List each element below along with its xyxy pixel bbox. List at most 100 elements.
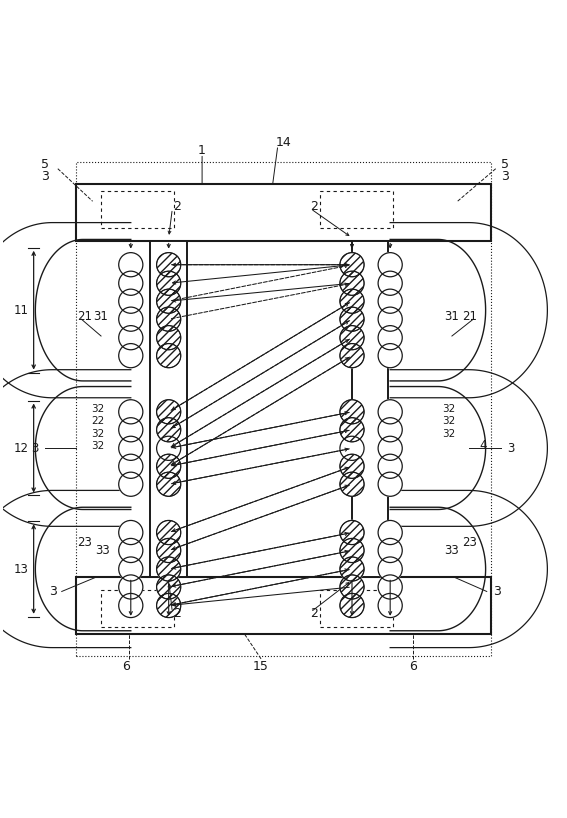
Text: 32: 32 <box>92 441 105 451</box>
Circle shape <box>156 575 181 599</box>
Circle shape <box>378 436 402 461</box>
Circle shape <box>119 418 143 442</box>
Circle shape <box>119 289 143 313</box>
Text: 15: 15 <box>253 659 269 672</box>
Circle shape <box>378 418 402 442</box>
Circle shape <box>119 472 143 497</box>
Circle shape <box>119 271 143 295</box>
Circle shape <box>119 307 143 331</box>
Text: 32: 32 <box>92 429 105 438</box>
Circle shape <box>156 418 181 442</box>
Text: 22: 22 <box>92 416 105 426</box>
Text: 23: 23 <box>463 536 477 549</box>
Text: 13: 13 <box>14 563 29 576</box>
Circle shape <box>156 454 181 479</box>
Circle shape <box>340 326 364 350</box>
Bar <box>76 162 491 656</box>
Circle shape <box>156 557 181 581</box>
Circle shape <box>378 344 402 368</box>
Circle shape <box>119 454 143 479</box>
Text: 3: 3 <box>501 169 509 182</box>
Text: 2: 2 <box>311 200 318 213</box>
Circle shape <box>119 575 143 599</box>
Circle shape <box>119 557 143 581</box>
Circle shape <box>340 271 364 295</box>
Circle shape <box>378 400 402 424</box>
Text: 33: 33 <box>445 544 459 557</box>
Circle shape <box>156 326 181 350</box>
Circle shape <box>119 326 143 350</box>
Circle shape <box>378 575 402 599</box>
Circle shape <box>340 575 364 599</box>
Text: 11: 11 <box>14 303 29 317</box>
Text: 14: 14 <box>276 136 291 149</box>
Circle shape <box>340 538 364 563</box>
Text: 32: 32 <box>92 404 105 414</box>
Circle shape <box>340 253 364 276</box>
Text: 21: 21 <box>463 310 477 323</box>
Circle shape <box>378 520 402 545</box>
Circle shape <box>156 538 181 563</box>
Circle shape <box>119 538 143 563</box>
Text: 1: 1 <box>198 144 206 157</box>
Text: 3: 3 <box>49 585 57 598</box>
Circle shape <box>378 253 402 276</box>
Circle shape <box>378 454 402 479</box>
Circle shape <box>378 557 402 581</box>
Circle shape <box>156 253 181 276</box>
Text: 21: 21 <box>77 310 92 323</box>
Circle shape <box>378 307 402 331</box>
Text: 31: 31 <box>94 310 108 323</box>
Circle shape <box>156 289 181 313</box>
Text: 32: 32 <box>442 404 456 414</box>
Text: 32: 32 <box>442 429 456 438</box>
Circle shape <box>156 400 181 424</box>
Circle shape <box>156 593 181 618</box>
Circle shape <box>156 436 181 461</box>
Circle shape <box>156 472 181 497</box>
Bar <box>101 591 174 627</box>
Text: 2: 2 <box>311 608 318 620</box>
Text: 5: 5 <box>501 158 509 171</box>
Text: 31: 31 <box>445 310 459 323</box>
Text: 32: 32 <box>442 416 456 426</box>
Bar <box>76 184 491 240</box>
Circle shape <box>378 271 402 295</box>
Circle shape <box>340 344 364 368</box>
Text: 33: 33 <box>95 544 110 557</box>
Text: 2: 2 <box>173 200 181 213</box>
Text: 3: 3 <box>41 169 49 182</box>
Bar <box>320 191 393 227</box>
Circle shape <box>378 289 402 313</box>
Circle shape <box>119 520 143 545</box>
Text: 23: 23 <box>77 536 92 549</box>
Circle shape <box>119 400 143 424</box>
Text: 3: 3 <box>32 442 39 455</box>
Circle shape <box>156 307 181 331</box>
Bar <box>101 191 174 227</box>
Text: 3: 3 <box>507 442 515 455</box>
Circle shape <box>378 472 402 497</box>
Text: 6: 6 <box>409 659 417 672</box>
Circle shape <box>378 326 402 350</box>
Text: 3: 3 <box>493 585 501 598</box>
Circle shape <box>340 418 364 442</box>
Circle shape <box>119 593 143 618</box>
Circle shape <box>156 271 181 295</box>
Circle shape <box>340 520 364 545</box>
Circle shape <box>340 557 364 581</box>
Text: 6: 6 <box>122 659 130 672</box>
Circle shape <box>119 344 143 368</box>
Circle shape <box>340 289 364 313</box>
Bar <box>76 578 491 634</box>
Text: 2: 2 <box>173 608 181 620</box>
Bar <box>320 591 393 627</box>
Circle shape <box>340 436 364 461</box>
Circle shape <box>119 436 143 461</box>
Circle shape <box>340 400 364 424</box>
Circle shape <box>156 344 181 368</box>
Circle shape <box>119 253 143 276</box>
Text: 4: 4 <box>479 439 486 452</box>
Text: 5: 5 <box>41 158 49 171</box>
Bar <box>352 240 388 578</box>
